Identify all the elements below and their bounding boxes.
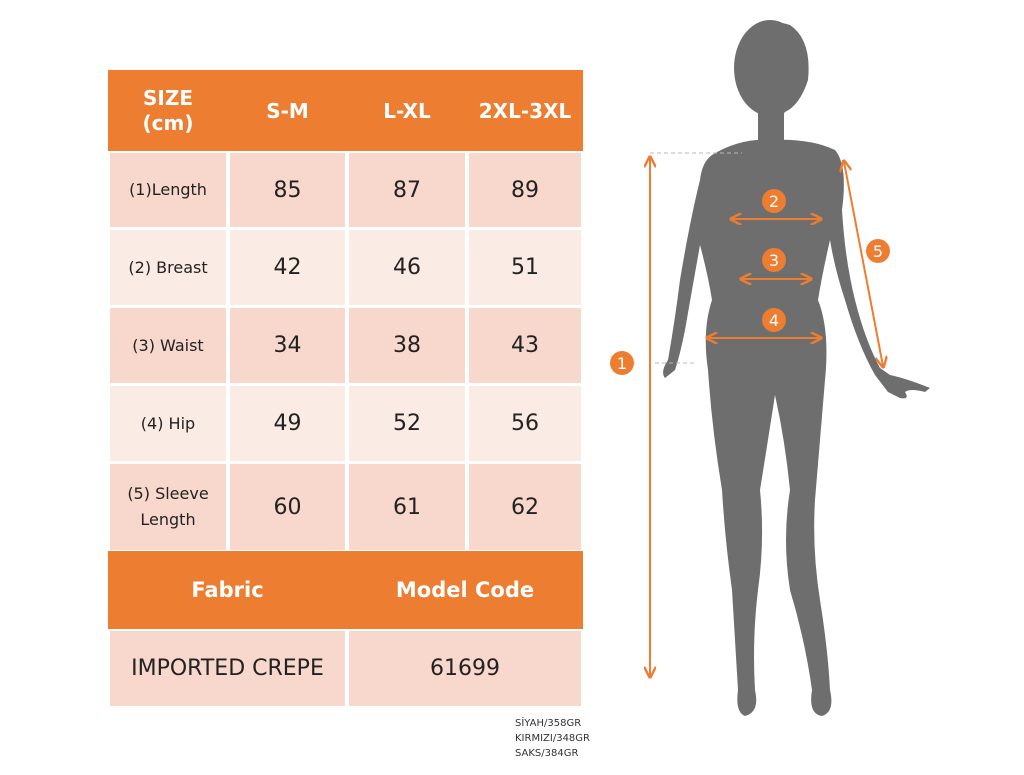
silhouette-icon <box>663 20 930 716</box>
cell: 43 <box>469 308 581 383</box>
color-weights: SİYAH/358GR KIRMIZI/348GR SAKS/384GR <box>515 716 590 761</box>
marker-5: 5 <box>866 239 890 263</box>
cell: 52 <box>349 386 465 461</box>
svg-text:4: 4 <box>769 311 779 330</box>
cell: 46 <box>349 230 465 305</box>
cell: 34 <box>230 308 345 383</box>
svg-text:3: 3 <box>769 251 779 270</box>
marker-3: 3 <box>762 248 786 272</box>
column-header: S-M <box>228 70 347 151</box>
row-label: (5) Sleeve Length <box>110 464 226 550</box>
marker-4: 4 <box>762 308 786 332</box>
model-code-value: 61699 <box>349 631 581 706</box>
marker-2: 2 <box>762 189 786 213</box>
cell: 51 <box>469 230 581 305</box>
weight-note: SİYAH/358GR <box>515 718 582 729</box>
cell: 60 <box>230 464 345 550</box>
size-header-cell: SIZE (cm) <box>108 70 228 151</box>
cell: 61 <box>349 464 465 550</box>
cell: 42 <box>230 230 345 305</box>
column-header: 2XL-3XL <box>467 70 583 151</box>
measure-lines <box>650 158 883 676</box>
fabric-header: Fabric <box>108 551 347 629</box>
fabric-value: IMPORTED CREPE <box>110 631 345 706</box>
unit-header: (cm) <box>142 110 194 135</box>
weight-note: KIRMIZI/348GR <box>515 733 590 744</box>
cell: 89 <box>469 153 581 227</box>
row-label-line: (5) Sleeve <box>127 484 209 503</box>
svg-text:5: 5 <box>873 242 883 261</box>
cell: 85 <box>230 153 345 227</box>
cell: 87 <box>349 153 465 227</box>
row-label: (3) Waist <box>110 308 226 383</box>
marker-1: 1 <box>610 351 634 375</box>
svg-text:2: 2 <box>769 192 779 211</box>
column-header: L-XL <box>347 70 467 151</box>
svg-text:1: 1 <box>617 354 627 373</box>
row-label-line: Length <box>140 510 196 529</box>
row-label: (1)Length <box>110 153 226 227</box>
cell: 56 <box>469 386 581 461</box>
model-code-header: Model Code <box>347 551 583 629</box>
cell: 49 <box>230 386 345 461</box>
row-label: (4) Hip <box>110 386 226 461</box>
weight-note: SAKS/384GR <box>515 748 579 759</box>
row-label: (2) Breast <box>110 230 226 305</box>
sleeve-arrow <box>844 162 883 366</box>
size-header: SIZE <box>142 85 193 110</box>
cell: 38 <box>349 308 465 383</box>
cell: 62 <box>469 464 581 550</box>
size-table: SIZE (cm) S-M L-XL 2XL-3XL (1)Length 85 … <box>108 70 583 708</box>
